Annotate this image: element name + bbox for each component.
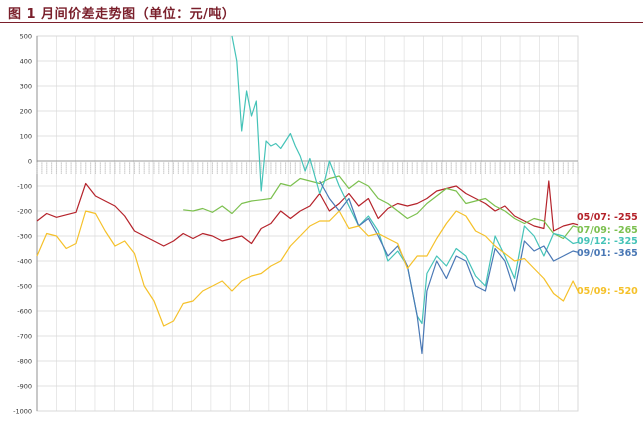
series-end-label: 07/09: -265 [577, 225, 638, 236]
series-end-label: 05/07: -255 [577, 212, 638, 223]
zero-band-x-labels [36, 160, 579, 174]
series-line-2 [183, 175, 579, 240]
y-tick-label: -300 [17, 233, 32, 241]
series-end-label: 09/12: -325 [577, 236, 638, 247]
figure-title: 图 1 月间价差走势图（单位：元/吨） [8, 7, 236, 22]
series-end-label: 09/01: -365 [577, 248, 638, 259]
y-tick-label: -200 [17, 208, 32, 216]
y-tick-label: 500 [20, 33, 32, 41]
series-line-4 [319, 180, 579, 355]
y-tick-label: 400 [20, 58, 32, 66]
series-layer [36, 35, 579, 355]
y-tick-labels: 500 400 300 200 100 0 -100 -200 -300 -400 -500 -600… [13, 33, 32, 416]
series-line-5 [36, 210, 579, 327]
y-tick-label: -100 [17, 183, 32, 191]
grid-layer [36, 35, 579, 412]
y-tick-label: -900 [17, 383, 32, 391]
y-tick-label: -800 [17, 358, 32, 366]
series-end-label: 05/09: -520 [577, 286, 638, 297]
y-tick-label: 200 [20, 108, 32, 116]
y-tick-label: 300 [20, 83, 32, 91]
y-tick-label: -500 [17, 283, 32, 291]
y-tick-label: 0 [28, 158, 32, 166]
y-tick-label: -700 [17, 333, 32, 341]
y-tick-label: 100 [20, 133, 32, 141]
y-tick-label: -400 [17, 258, 32, 266]
title-divider [0, 22, 643, 23]
y-tick-label: -600 [17, 308, 32, 316]
series-line-3 [231, 35, 579, 325]
y-tick-label: -1000 [13, 408, 32, 416]
